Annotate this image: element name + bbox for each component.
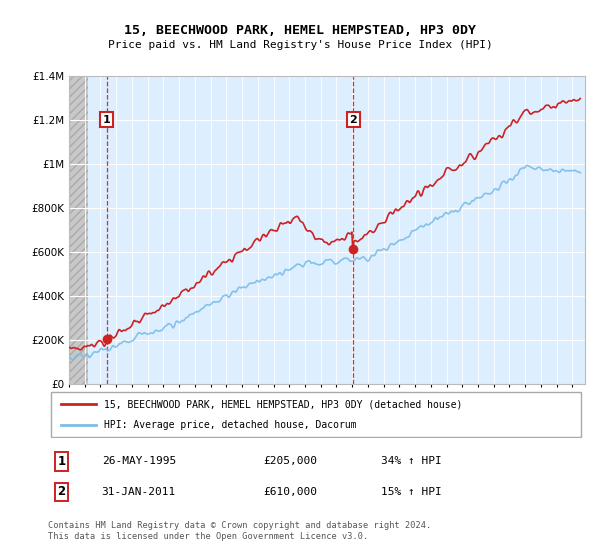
Text: Contains HM Land Registry data © Crown copyright and database right 2024.
This d: Contains HM Land Registry data © Crown c…	[48, 521, 431, 540]
Text: 15% ↑ HPI: 15% ↑ HPI	[381, 487, 442, 497]
Text: Price paid vs. HM Land Registry's House Price Index (HPI): Price paid vs. HM Land Registry's House …	[107, 40, 493, 50]
Text: 2: 2	[350, 115, 358, 125]
Text: HPI: Average price, detached house, Dacorum: HPI: Average price, detached house, Daco…	[104, 420, 357, 430]
Text: 15, BEECHWOOD PARK, HEMEL HEMPSTEAD, HP3 0DY: 15, BEECHWOOD PARK, HEMEL HEMPSTEAD, HP3…	[124, 24, 476, 38]
Text: 1: 1	[58, 455, 65, 468]
Text: 1: 1	[103, 115, 110, 125]
Text: 34% ↑ HPI: 34% ↑ HPI	[381, 456, 442, 466]
Text: 31-JAN-2011: 31-JAN-2011	[102, 487, 176, 497]
Bar	[69, 76, 88, 384]
Text: 15, BEECHWOOD PARK, HEMEL HEMPSTEAD, HP3 0DY (detached house): 15, BEECHWOOD PARK, HEMEL HEMPSTEAD, HP3…	[104, 399, 463, 409]
FancyBboxPatch shape	[50, 392, 581, 437]
Text: 26-MAY-1995: 26-MAY-1995	[102, 456, 176, 466]
Text: £610,000: £610,000	[263, 487, 317, 497]
Text: £205,000: £205,000	[263, 456, 317, 466]
Text: 2: 2	[58, 486, 65, 498]
